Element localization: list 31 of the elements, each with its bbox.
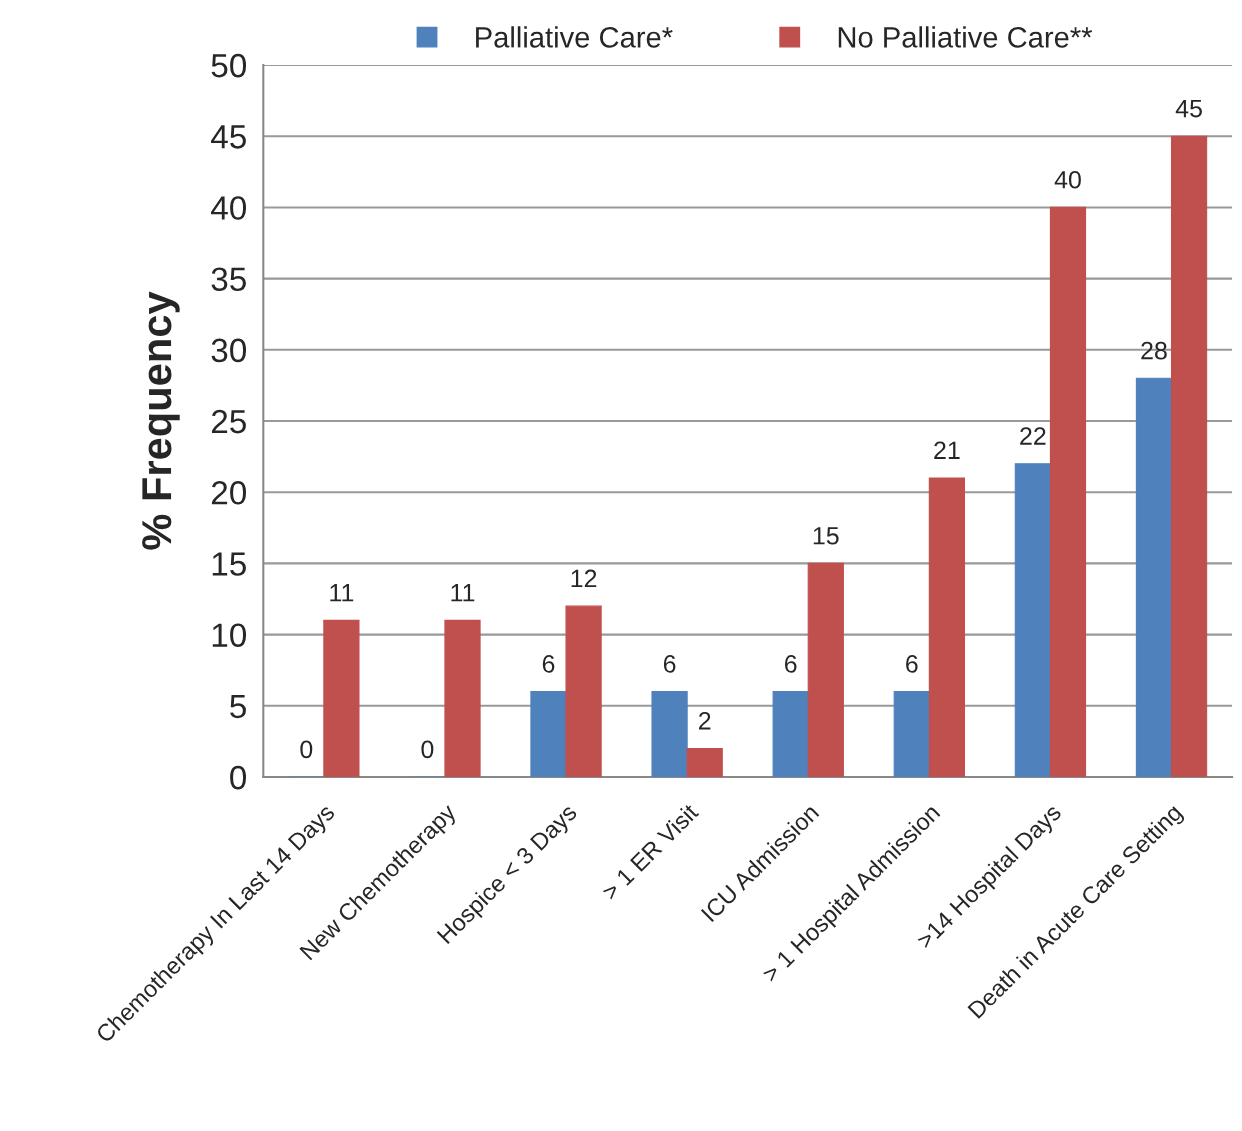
y-tick-label: 25 [211, 409, 246, 434]
y-tick-label: 45 [211, 125, 246, 149]
y-tick-label: 30 [211, 338, 247, 363]
data-label: 22 [1020, 427, 1046, 445]
y-tick-label: 20 [211, 481, 247, 505]
legend-label: Palliative Care* [476, 26, 673, 48]
data-label: 6 [784, 655, 797, 673]
legend-label: No Palliative Care** [838, 26, 1093, 48]
y-tick-label: 10 [212, 623, 247, 648]
data-label: 11 [451, 584, 475, 602]
data-label: 45 [1175, 99, 1202, 118]
data-label: 21 [934, 441, 960, 459]
data-label: 6 [542, 655, 555, 673]
data-label: 0 [300, 740, 313, 759]
data-label: 28 [1141, 341, 1167, 360]
data-label: 40 [1054, 170, 1081, 189]
data-label: 15 [813, 527, 839, 545]
x-tick-label: > 1 ER Visit [600, 802, 700, 901]
y-tick-label: 40 [211, 196, 247, 220]
data-label: 0 [421, 740, 434, 759]
data-label: 12 [571, 569, 597, 588]
data-label: 2 [699, 711, 711, 730]
data-label: 11 [330, 584, 354, 602]
y-tick-label: 15 [212, 552, 246, 576]
data-label: 6 [663, 655, 676, 673]
y-tick-label: 35 [211, 267, 246, 292]
data-label: 6 [906, 655, 918, 673]
y-tick-label: 0 [230, 765, 247, 790]
y-tick-label: 50 [211, 53, 247, 78]
y-tick-label: 5 [230, 694, 246, 719]
y-axis-title: % Frequency [142, 291, 180, 550]
